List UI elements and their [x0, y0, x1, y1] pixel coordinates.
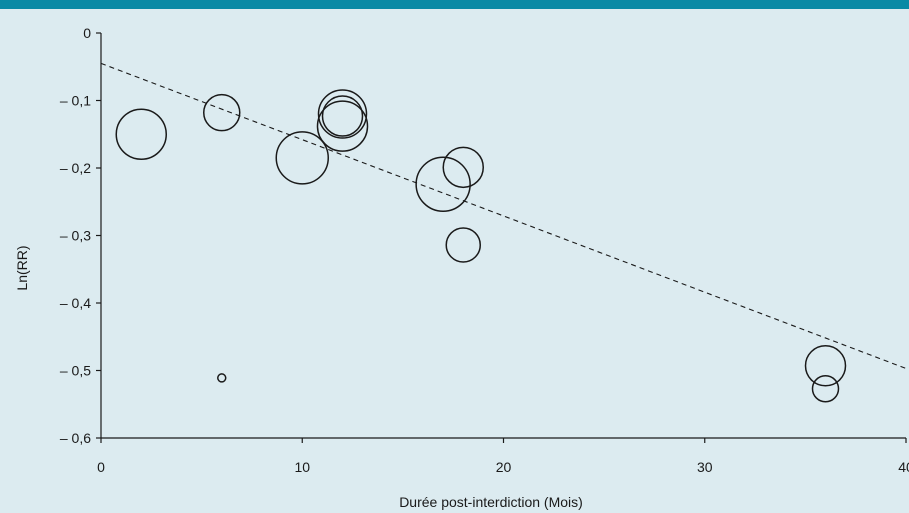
data-point [217, 373, 227, 383]
data-point [317, 89, 368, 139]
data-point [275, 131, 329, 185]
data-point [442, 146, 484, 189]
x-tick-label: 40 [898, 459, 909, 475]
trend-line [100, 62, 907, 369]
x-tick-label: 0 [97, 459, 105, 475]
data-points [115, 89, 847, 403]
y-tick-label: 0 [83, 25, 91, 41]
y-tick-label: – 0,5 [60, 363, 91, 379]
data-point [804, 345, 847, 387]
data-point [321, 95, 364, 137]
header-bar [0, 0, 909, 9]
y-tick-label: – 0,1 [60, 93, 91, 109]
data-point [115, 108, 167, 160]
data-point [203, 93, 241, 132]
x-tick-label: 30 [697, 459, 713, 475]
data-point [316, 100, 369, 152]
y-ticks: 0 – 0,1 – 0,2 – 0,3 – 0,4 – 0,5 – 0,6 [60, 25, 101, 446]
y-axis-title: Ln(RR) [14, 245, 30, 290]
y-tick-label: – 0,2 [60, 160, 91, 176]
x-axis-title: Durée post-interdiction (Mois) [399, 494, 583, 510]
y-tick-label: – 0,6 [60, 430, 91, 446]
x-tick-label: 20 [496, 459, 512, 475]
axes: 0 – 0,1 – 0,2 – 0,3 – 0,4 – 0,5 – 0,6 0 10 20 30 4… [60, 25, 909, 475]
x-ticks: 0 10 20 30 40 [97, 438, 909, 475]
y-tick-label: – 0,4 [60, 295, 91, 311]
y-tick-label: – 0,3 [60, 228, 91, 244]
data-point [415, 156, 471, 212]
data-point [445, 227, 481, 263]
data-point [811, 374, 840, 403]
x-tick-label: 10 [294, 459, 310, 475]
